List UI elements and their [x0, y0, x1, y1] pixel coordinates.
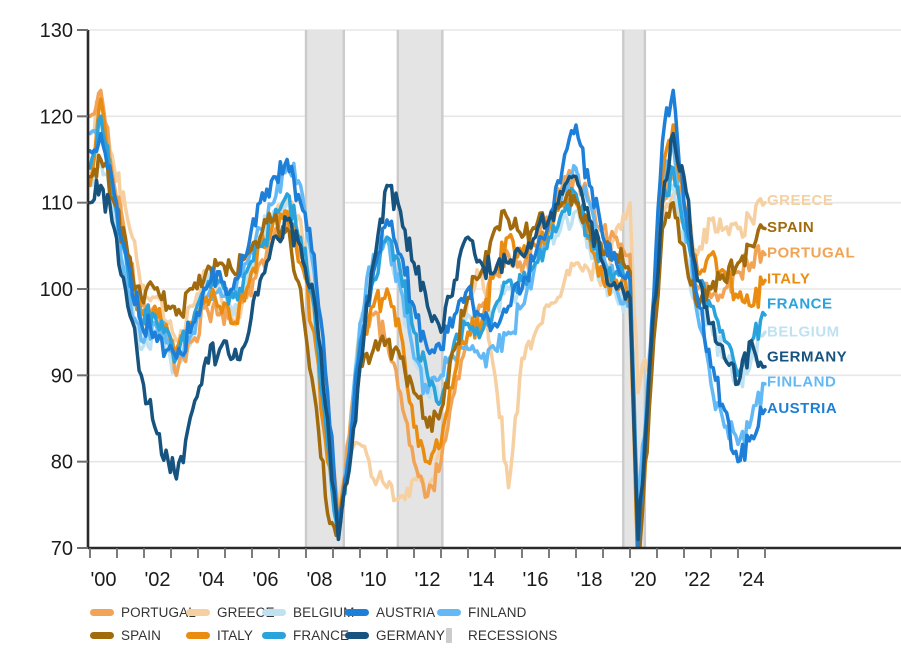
y-tick-label-120: 120 [40, 106, 73, 128]
y-tick-label-130: 130 [40, 20, 73, 42]
series-line-germany [88, 131, 767, 542]
y-tick-label-90: 90 [51, 365, 73, 387]
x-tick-label-2022: '22 [684, 569, 710, 591]
legend-item-recessions: RECESSIONS [437, 628, 577, 643]
legend-swatch-austria [345, 609, 369, 616]
end-label-greece: GREECE [767, 192, 833, 209]
legend-label-finland: FINLAND [468, 605, 527, 620]
legend-item-spain: SPAIN [90, 628, 186, 643]
legend-label-recessions: RECESSIONS [468, 628, 558, 643]
x-tick-label-2008: '08 [306, 569, 332, 591]
legend-item-belgium: BELGIUM [262, 605, 354, 620]
end-label-italy: ITALY [767, 271, 810, 288]
legend-swatch-belgium [262, 609, 286, 616]
chart-svg: 70 80 90 100 110 120 130 '00 '02 '04 '06 '08 '10 '12 '… [40, 20, 901, 591]
y-tick-label-100: 100 [40, 279, 73, 301]
legend-label-austria: AUSTRIA [376, 605, 436, 620]
legend-swatch-france [262, 632, 286, 639]
end-label-belgium: BELGIUM [767, 323, 840, 340]
legend-item-portugal: PORTUGAL [90, 605, 196, 620]
legend-item-italy: ITALY [186, 628, 262, 643]
legend-swatch-greece [186, 609, 210, 616]
x-tick-label-2012: '12 [414, 569, 440, 591]
x-tick-label-2004: '04 [198, 569, 224, 591]
legend-label-portugal: PORTUGAL [121, 605, 196, 620]
legend-label-france: FRANCE [293, 628, 350, 643]
x-tick-label-2020: '20 [630, 569, 656, 591]
legend-swatch-italy [186, 632, 210, 639]
legend-label-belgium: BELGIUM [293, 605, 355, 620]
legend-swatch-recessions [446, 628, 452, 643]
y-tick-label-110: 110 [41, 193, 73, 215]
y-tick-label-80: 80 [51, 452, 73, 474]
legend-item-greece: GREECE [186, 605, 275, 620]
legend-swatch-spain [90, 632, 114, 639]
x-tick-label-2010: '10 [360, 569, 386, 591]
end-label-germany: GERMANY [767, 348, 847, 365]
end-label-finland: FINLAND [767, 373, 836, 390]
x-tick-label-2006: '06 [252, 569, 278, 591]
end-label-spain: SPAIN [767, 219, 814, 236]
legend-label-italy: ITALY [217, 628, 254, 643]
x-tick-label-2024: '24 [738, 569, 764, 591]
x-tick-label-2014: '14 [468, 569, 494, 591]
end-label-france: FRANCE [767, 296, 833, 313]
legend-label-germany: GERMANY [376, 628, 445, 643]
x-tick-label-2016: '16 [522, 569, 548, 591]
x-tick-label-2000: '00 [90, 569, 116, 591]
legend-label-greece: GREECE [217, 605, 275, 620]
legend-item-finland: FINLAND [437, 605, 577, 620]
y-tick-label-70: 70 [51, 538, 73, 560]
x-tick-label-2002: '02 [144, 569, 170, 591]
legend-swatch-finland [437, 609, 461, 616]
x-tick-label-2018: '18 [576, 569, 602, 591]
chart-legend: PORTUGAL GREECE BELGIUM AUSTRIA FINLAND SPAIN… [90, 601, 577, 647]
legend-item-austria: AUSTRIA [345, 605, 437, 620]
end-label-portugal: PORTUGAL [767, 245, 855, 262]
legend-item-germany: GERMANY [345, 628, 445, 643]
end-label-austria: AUSTRIA [767, 400, 837, 417]
legend-swatch-portugal [90, 609, 114, 616]
series-line-spain [88, 153, 767, 548]
legend-label-spain: SPAIN [121, 628, 162, 643]
legend-swatch-germany [345, 632, 369, 639]
legend-item-france: FRANCE [262, 628, 349, 643]
